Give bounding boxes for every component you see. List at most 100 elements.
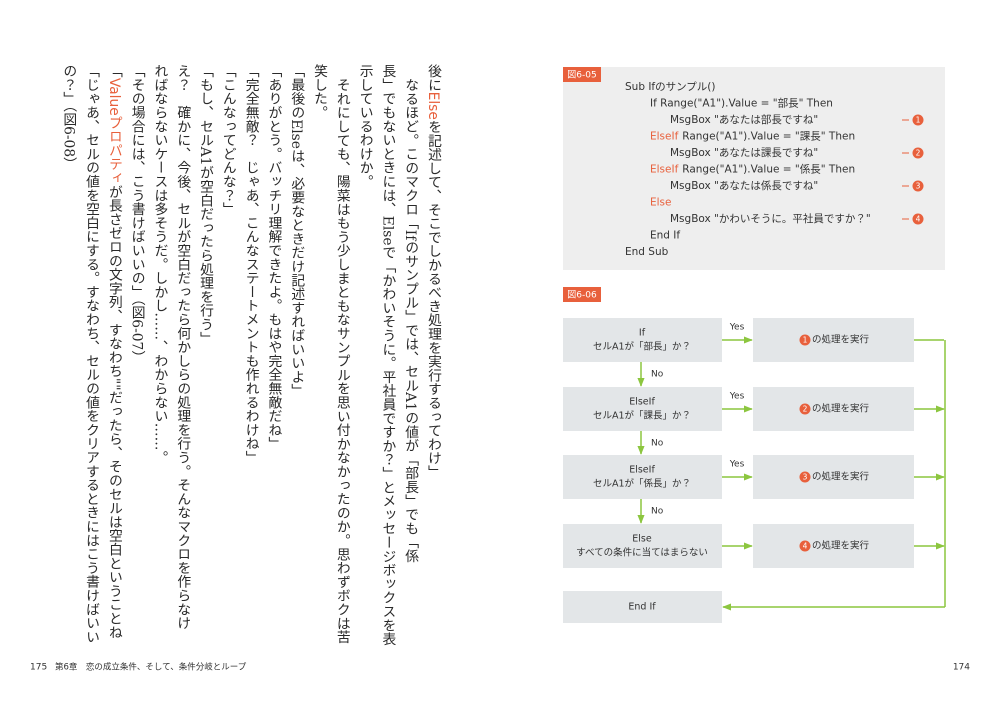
page-number: 174 bbox=[953, 663, 970, 673]
text-column: 長」でもないときには、Elseで「かわいそうに。平社員ですか？」とメッセージボッ… bbox=[379, 64, 396, 646]
number-marker bbox=[912, 114, 924, 126]
text-column: 「もし、セルA1が空白だったら処理を行う」 bbox=[197, 64, 214, 345]
figure-label: 図6-06 bbox=[567, 290, 597, 301]
code-text: End If bbox=[650, 230, 680, 242]
text-column: の？」（図6-08） bbox=[60, 64, 77, 171]
code-text: If Range("A1").Value = "部長" Then bbox=[650, 98, 833, 110]
text-column: 示しているわけか。 bbox=[356, 64, 373, 189]
action-text: の処理を実行 bbox=[812, 403, 870, 415]
code-line: MsgBox "あなたは課長ですね" bbox=[670, 147, 818, 159]
code-text: Range("A1").Value = "係長" Then bbox=[682, 163, 855, 176]
figure-label-bg bbox=[563, 287, 601, 302]
no-label: No bbox=[651, 507, 664, 517]
text-column: 「じゃあ、セルの値を空白にする。すなわち、セルの値をクリアするときにはこう書けば… bbox=[83, 64, 100, 644]
action-text: の処理を実行 bbox=[812, 334, 870, 346]
end-text: End If bbox=[628, 602, 656, 613]
decision-text: すべての条件に当てはまらない bbox=[576, 547, 708, 559]
action-text: の処理を実行 bbox=[812, 540, 870, 552]
code-keyword: ElseIf bbox=[650, 131, 679, 143]
code-keyword: ElseIf bbox=[650, 164, 679, 176]
action-box bbox=[753, 387, 914, 431]
yes-label: Yes bbox=[729, 392, 745, 402]
text-column: え？ 確かに、今後、セルが空白だったら何かしらの処理を行う。そんなマクロを作らな… bbox=[174, 64, 191, 630]
number-marker bbox=[799, 540, 811, 552]
action-box bbox=[753, 524, 914, 568]
code-text: MsgBox "かわいそうに。平社員ですか？" bbox=[670, 212, 871, 225]
marker-number: 1 bbox=[803, 336, 808, 345]
body-text: 後にElseを記述して、そこでしかるべき処理を実行するってわけ」 なるほど。このマ… bbox=[52, 64, 444, 646]
text-column: 笑した。 bbox=[311, 64, 328, 120]
marker-number: 3 bbox=[803, 473, 808, 482]
marker-number: 3 bbox=[916, 182, 921, 191]
code-text: Range("A1").Value = "課長" Then bbox=[682, 131, 855, 143]
code-text: End Sub bbox=[625, 246, 669, 258]
marker-number: 2 bbox=[916, 149, 921, 158]
code-line: MsgBox "あなたは係長ですね" bbox=[670, 179, 818, 192]
decision-text: セルA1が「課長」か？ bbox=[593, 410, 691, 422]
text-run: 「 bbox=[105, 64, 122, 78]
figure-label-bg bbox=[563, 67, 601, 82]
marker-number: 1 bbox=[916, 116, 921, 125]
marker-number: 4 bbox=[916, 215, 921, 224]
code-line: Sub Ifのサンプル() bbox=[625, 81, 716, 93]
code-line: Else bbox=[650, 197, 671, 209]
yes-label: Yes bbox=[729, 323, 745, 333]
text-column: 「Valueプロパティが長さゼロの文字列、すなわち""だったら、そのセルは空白と… bbox=[102, 64, 125, 644]
number-marker bbox=[912, 147, 924, 159]
text-column: 「ありがとう。バッチリ理解できたよ。もはや完全無敵だね」 bbox=[265, 64, 282, 451]
action-box bbox=[753, 455, 914, 499]
code-line: End If bbox=[650, 230, 680, 242]
text-column: 「その場合には、こう書けばいいの」（図6-07） bbox=[128, 64, 145, 365]
text-column: ればならないケースは多そうだ。しかし……、わからない……。 bbox=[151, 64, 168, 465]
page-number: 175 bbox=[30, 663, 47, 673]
code-line: ElseIf Range("A1").Value = "課長" Then bbox=[650, 131, 855, 143]
decision-box bbox=[563, 524, 722, 568]
yes-label: Yes bbox=[729, 460, 745, 470]
code-line: MsgBox "あなたは部長ですね" bbox=[670, 114, 818, 126]
text-column: 「最後のElseは、必要なときだけ記述すればいいよ」 bbox=[288, 64, 305, 398]
text-run: が長さゼロの文字列、すなわち""だったら、そのセルは空白ということね bbox=[105, 184, 122, 639]
number-marker bbox=[912, 213, 924, 225]
text-column: それにしても、陽菜はもう少しまともなサンプルを思い付かなかったのか。思わずボクは… bbox=[333, 77, 350, 644]
decision-box bbox=[563, 387, 722, 431]
decision-text: If bbox=[639, 328, 646, 339]
decision-text: ElseIf bbox=[629, 397, 655, 408]
code-text: Sub Ifのサンプル() bbox=[625, 81, 716, 93]
highlight: Else bbox=[425, 91, 441, 120]
text-run: 後に bbox=[425, 64, 441, 92]
marker-number: 4 bbox=[803, 542, 808, 551]
text-column: 「こんなってどんな？」 bbox=[219, 64, 236, 216]
code-line: End Sub bbox=[625, 246, 669, 258]
number-marker bbox=[799, 403, 811, 415]
marker-number: 2 bbox=[803, 405, 808, 414]
action-text: の処理を実行 bbox=[812, 471, 870, 483]
text-column: 「完全無敵？ じゃあ、こんなステートメントも作れるわけね」 bbox=[242, 64, 259, 465]
text-run: を記述して、そこでしかるべき処理を実行するってわけ」 bbox=[425, 119, 441, 479]
decision-text: セルA1が「係長」か？ bbox=[593, 478, 691, 490]
code-line: MsgBox "かわいそうに。平社員ですか？" bbox=[670, 212, 871, 225]
code-box bbox=[563, 67, 945, 270]
running-head: 第6章 恋の成立条件、そして、条件分岐とループ bbox=[55, 662, 247, 673]
code-text: MsgBox "あなたは部長ですね" bbox=[670, 114, 818, 126]
text-column: 後にElseを記述して、そこでしかるべき処理を実行するってわけ」 bbox=[421, 64, 444, 644]
number-marker bbox=[912, 180, 924, 192]
text-column: なるほど。このマクロ「Ifのサンプル」では、セルA1の値が「部長」でも「係 bbox=[402, 77, 419, 563]
highlight: Valueプロパティ bbox=[105, 77, 122, 185]
decision-box bbox=[563, 455, 722, 499]
no-label: No bbox=[651, 370, 664, 380]
decision-text: Else bbox=[632, 534, 652, 545]
number-marker bbox=[799, 334, 811, 346]
decision-text: セルA1が「部長」か？ bbox=[593, 341, 691, 353]
action-box bbox=[753, 318, 914, 362]
figure-label: 図6-05 bbox=[567, 70, 596, 81]
decision-box bbox=[563, 318, 722, 362]
decision-text: ElseIf bbox=[629, 465, 655, 476]
code-line: If Range("A1").Value = "部長" Then bbox=[650, 98, 833, 110]
code-text: MsgBox "あなたは係長ですね" bbox=[670, 179, 818, 192]
end-box bbox=[563, 591, 722, 623]
code-keyword: Else bbox=[650, 197, 671, 209]
code-line: ElseIf Range("A1").Value = "係長" Then bbox=[650, 163, 855, 176]
code-text: MsgBox "あなたは課長ですね" bbox=[670, 147, 818, 159]
